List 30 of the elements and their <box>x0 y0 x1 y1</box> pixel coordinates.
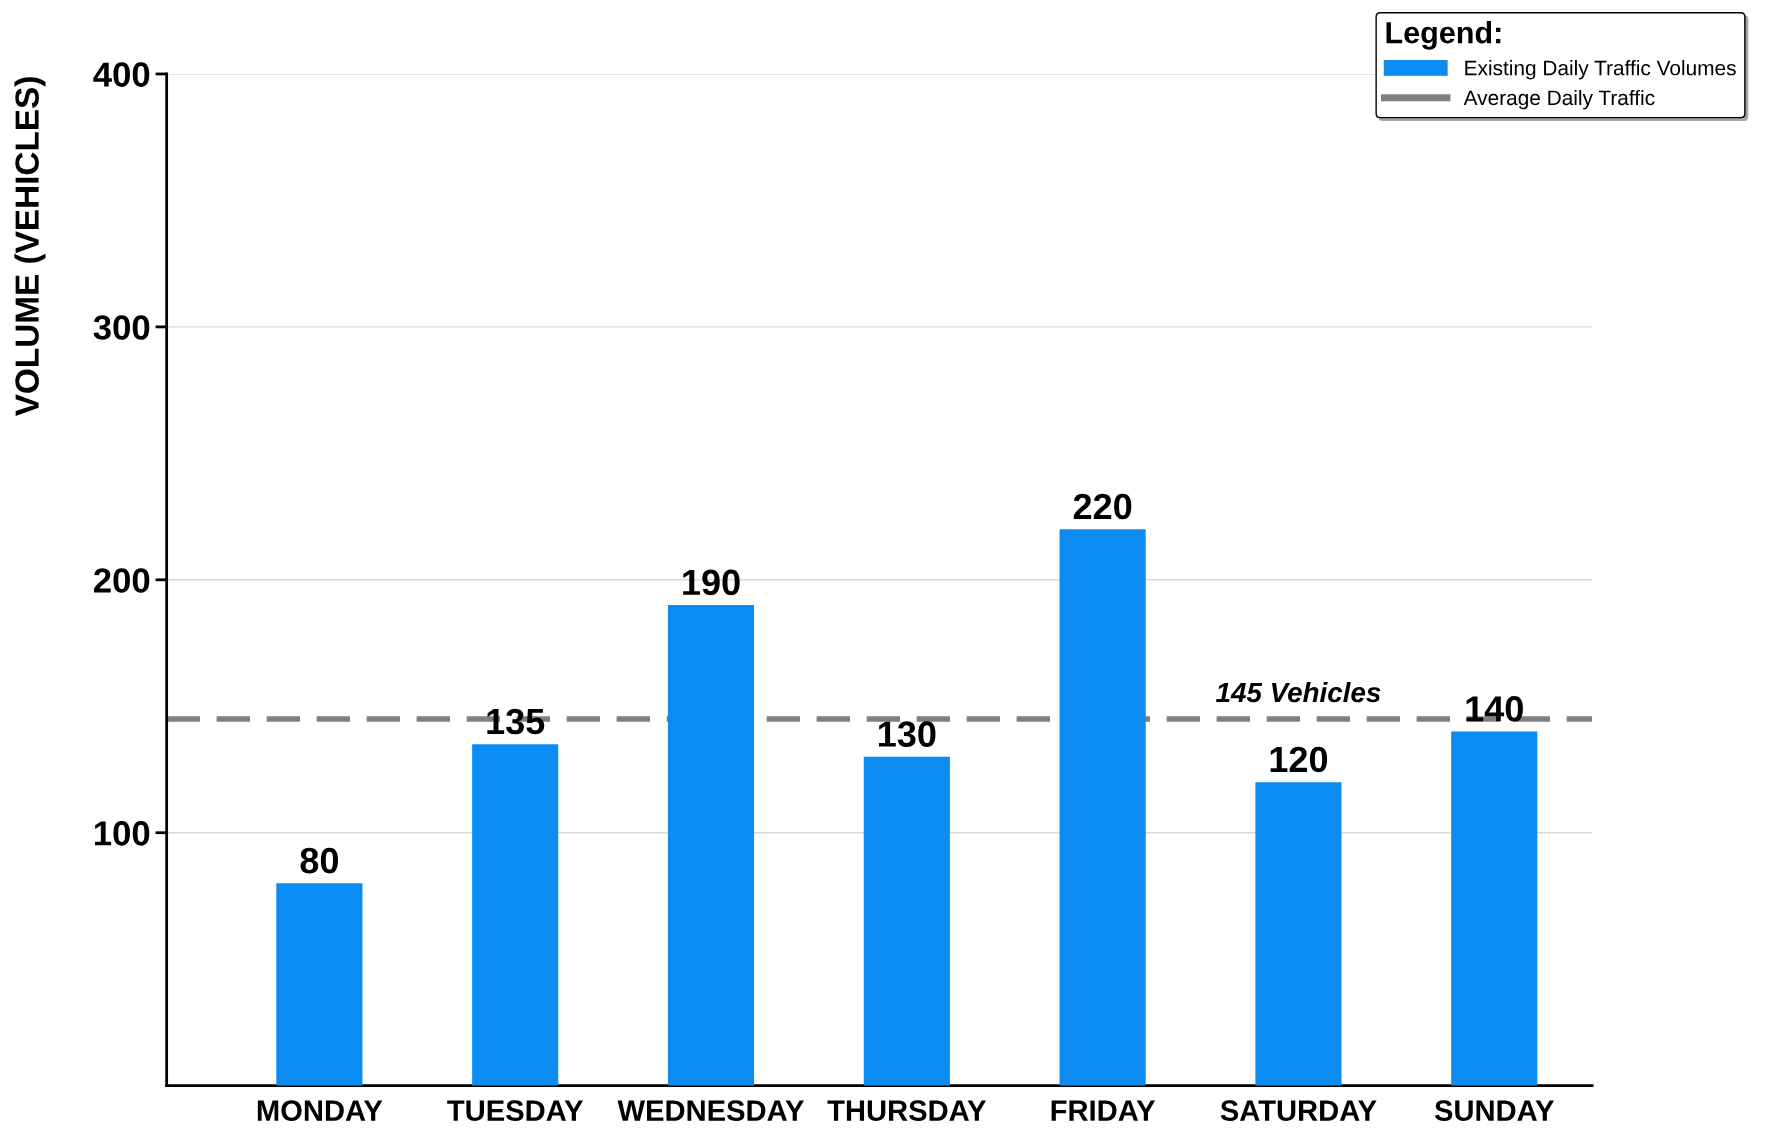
data-label: 130 <box>878 721 936 747</box>
bar <box>472 744 559 1086</box>
x-tick-label: MONDAY <box>257 1100 383 1121</box>
annotation: 145 Vehicles <box>1216 681 1381 703</box>
y-tick-label: 300 <box>93 315 150 340</box>
bar <box>1451 731 1538 1086</box>
x-tick-label: SUNDAY <box>1434 1100 1555 1121</box>
x-tick-label: WEDNESDAY <box>617 1100 805 1121</box>
data-label: 80 <box>300 847 338 874</box>
data-label: 190 <box>683 569 740 596</box>
x-tick-label: TUESDAY <box>447 1100 584 1121</box>
bar <box>1255 782 1342 1086</box>
y-tick-label: 100 <box>94 821 150 846</box>
legend-title: Legend: <box>1386 21 1501 50</box>
y-axis-title: VOLUME (VEHICLES) <box>14 77 46 417</box>
data-label: 220 <box>1073 493 1132 520</box>
bar <box>863 756 950 1086</box>
y-tick-label: 400 <box>93 62 150 87</box>
legend-label: Average Daily Traffic <box>1463 89 1655 110</box>
data-label: 140 <box>1466 696 1523 722</box>
bar <box>1059 529 1146 1086</box>
x-tick-label: FRIDAY <box>1051 1100 1156 1121</box>
bar <box>276 883 363 1086</box>
y-tick-label: 200 <box>93 568 150 593</box>
bar <box>667 605 755 1086</box>
x-tick-label: THURSDAY <box>827 1100 987 1121</box>
legend-label: Existing Daily Traffic Volumes <box>1465 60 1736 80</box>
x-tick-label: SATURDAY <box>1220 1100 1377 1121</box>
data-label: 120 <box>1270 746 1328 773</box>
data-label: 135 <box>487 708 545 735</box>
